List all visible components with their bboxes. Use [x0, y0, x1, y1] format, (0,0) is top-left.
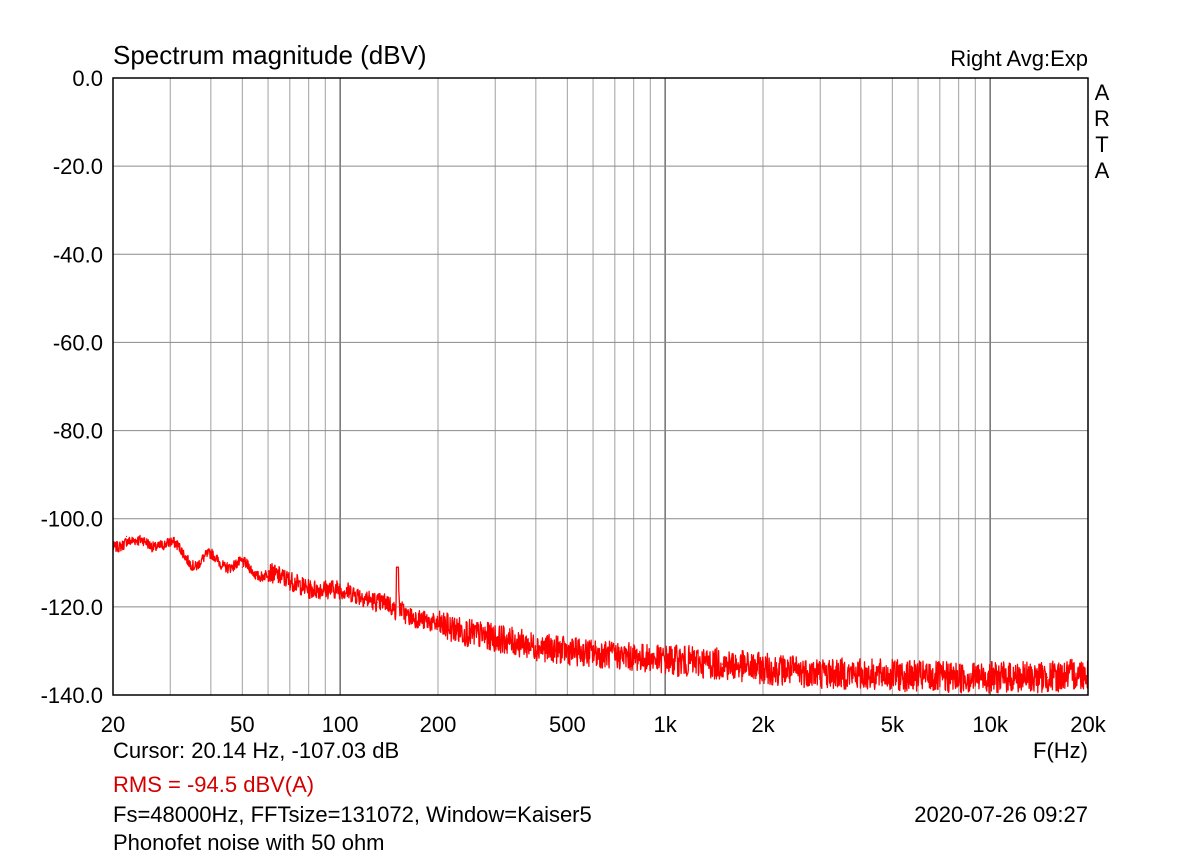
- rms-readout: RMS = -94.5 dBV(A): [113, 772, 315, 797]
- x-tick-label: 500: [549, 712, 586, 737]
- measurement-description: Phonofet noise with 50 ohm: [113, 830, 385, 855]
- x-tick-label: 20k: [1070, 712, 1106, 737]
- spectrum-data-point: [226, 562, 229, 564]
- spectrum-data-point: [255, 571, 257, 573]
- spectrum-data-point: [1046, 676, 1048, 678]
- timestamp: 2020-07-26 09:27: [914, 802, 1088, 827]
- spectrum-data-point: [535, 645, 537, 648]
- spectrum-data-point: [494, 637, 496, 639]
- spectrum-data-point: [324, 588, 326, 590]
- spectrum-data-point: [183, 553, 185, 555]
- spectrum-data-point: [396, 566, 398, 568]
- spectrum-data-point: [195, 562, 197, 564]
- spectrum-series-line: [112, 534, 1089, 694]
- spectrum-data-point: [891, 674, 893, 676]
- x-tick-label: 1k: [654, 712, 678, 737]
- spectrum-data-point: [210, 557, 212, 559]
- spectrum-data-point: [387, 601, 389, 604]
- y-tick-label: -80.0: [53, 419, 103, 444]
- y-tick-labels: 0.0 -20.0 -40.0 -60.0 -80.0 -100.0 -120.0 -140.…: [41, 66, 103, 708]
- spectrum-data-point: [149, 544, 151, 546]
- spectrum-data-point: [405, 615, 408, 617]
- y-tick-label: 0.0: [72, 66, 103, 91]
- y-tick-label: -40.0: [53, 242, 103, 267]
- spectrum-data-point: [125, 535, 128, 537]
- spectrum-data-point: [376, 601, 378, 604]
- spectrum-data-point: [308, 588, 310, 590]
- arta-letter: R: [1094, 106, 1110, 131]
- spectrum-data-point: [159, 540, 162, 542]
- spectrum-data-point: [664, 659, 666, 661]
- x-axis-label: F(Hz): [1033, 738, 1088, 763]
- spectrum-data-point: [267, 571, 269, 573]
- spectrum-data-point: [939, 676, 941, 678]
- x-tick-label: 50: [230, 712, 254, 737]
- x-tick-label: 100: [322, 712, 359, 737]
- spectrum-data-point: [437, 623, 439, 626]
- spectrum-data-point: [614, 654, 616, 656]
- x-tick-label: 200: [420, 712, 457, 737]
- trace-layer: [112, 534, 1089, 694]
- y-tick-label: -120.0: [41, 595, 103, 620]
- plot-frame: [112, 77, 1089, 696]
- y-tick-label: -100.0: [41, 507, 103, 532]
- chart-title: Spectrum magnitude (dBV): [113, 40, 427, 70]
- arta-letter: A: [1094, 80, 1110, 105]
- analysis-settings: Fs=48000Hz, FFTsize=131072, Window=Kaise…: [113, 802, 592, 827]
- x-tick-label: 2k: [751, 712, 775, 737]
- spectrum-data-point: [468, 632, 471, 634]
- spectrum-data-point: [339, 588, 341, 590]
- spectrum-data-point: [241, 566, 243, 568]
- spectrum-data-point: [762, 667, 764, 670]
- x-tick-label: 20: [101, 712, 125, 737]
- spectrum-data-point: [819, 672, 821, 674]
- x-tick-labels: 20 50 100 200 500 1k 2k 5k 10k 20k: [101, 712, 1107, 737]
- y-tick-label: -20.0: [53, 154, 103, 179]
- spectrum-data-point: [721, 663, 723, 665]
- y-tick-label: -60.0: [53, 330, 103, 355]
- spectrum-data-point: [394, 610, 397, 612]
- grid-lines: [113, 78, 1088, 695]
- y-tick-label: -140.0: [41, 683, 103, 708]
- arta-letter: A: [1094, 158, 1110, 183]
- spectrum-data-point: [398, 606, 400, 608]
- spectrum-data-point: [353, 593, 355, 595]
- spectrum-data-point: [422, 619, 424, 621]
- cursor-readout: Cursor: 20.14 Hz, -107.03 dB: [113, 738, 400, 763]
- spectrum-data-point: [289, 579, 291, 582]
- spectrum-data-point: [138, 544, 140, 546]
- arta-letter: T: [1095, 132, 1109, 157]
- averaging-mode-label: Right Avg:Exp: [950, 46, 1088, 71]
- spectrum-data-point: [365, 597, 367, 599]
- x-tick-label: 5k: [881, 712, 905, 737]
- spectrum-data-point: [989, 676, 991, 678]
- spectrum-data-point: [566, 650, 568, 652]
- spectrum-data-point: [169, 544, 171, 546]
- x-tick-label: 10k: [972, 712, 1008, 737]
